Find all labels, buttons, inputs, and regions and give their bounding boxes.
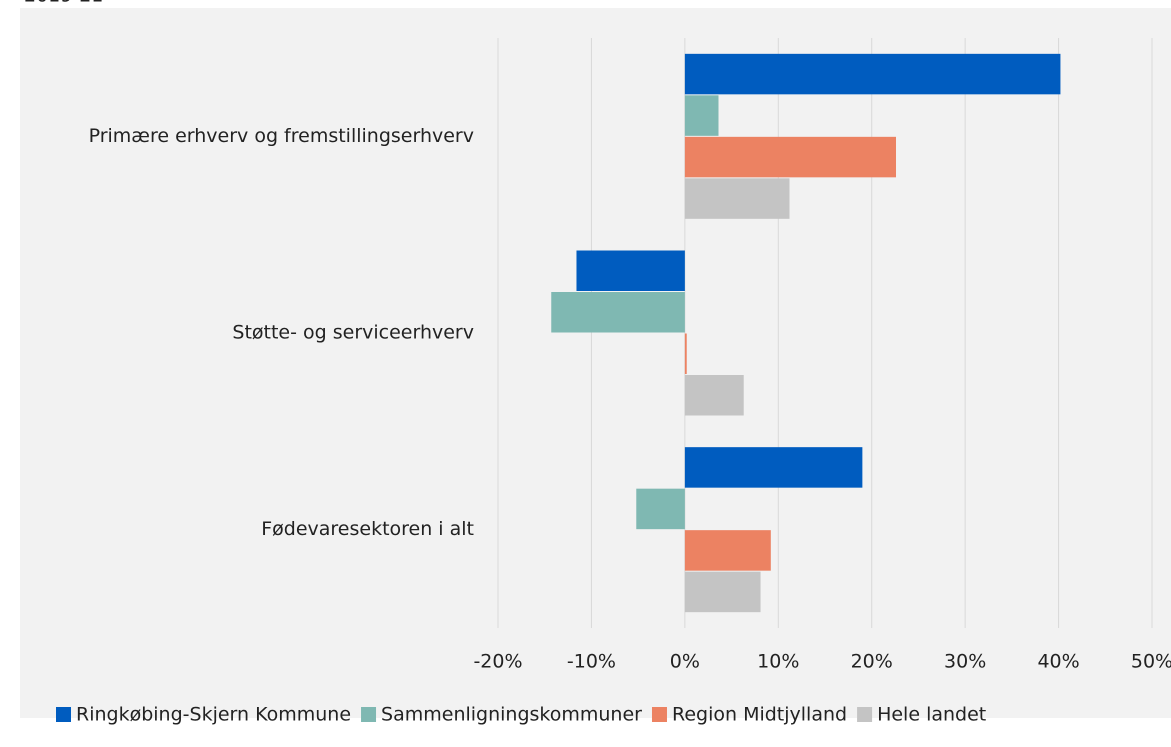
- bar: [684, 333, 687, 374]
- legend-swatch: [651, 707, 667, 722]
- bar: [684, 571, 761, 613]
- x-tick-label: 20%: [851, 651, 893, 673]
- legend-swatch: [361, 707, 377, 722]
- x-tick-label: -10%: [567, 651, 616, 673]
- chart-title: 2019-21: [24, 0, 103, 7]
- y-tick-label: Fødevaresektoren i alt: [261, 518, 474, 540]
- bar: [684, 53, 1061, 95]
- legend-swatch: [857, 707, 873, 722]
- bar: [684, 530, 771, 571]
- y-tick-label: Støtte- og serviceerhverv: [232, 322, 474, 344]
- bar: [684, 375, 744, 416]
- bar: [576, 250, 685, 291]
- x-tick-label: 0%: [670, 651, 700, 673]
- bar: [551, 292, 685, 333]
- chart-background: [20, 8, 1171, 718]
- legend-label: Ringkøbing-Skjern Kommune: [76, 704, 351, 726]
- x-tick-label: -20%: [473, 651, 522, 673]
- legend-swatch: [56, 707, 71, 722]
- legend-label: Sammenligningskommuner: [381, 704, 642, 726]
- x-tick-label: 40%: [1037, 651, 1079, 673]
- bar: [684, 447, 863, 488]
- legend-label: Region Midtjylland: [672, 704, 847, 726]
- y-tick-label: Primære erhverv og fremstillingserhverv: [89, 125, 474, 147]
- x-tick-label: 50%: [1131, 651, 1171, 673]
- bar: [684, 136, 897, 178]
- bar: [684, 178, 790, 219]
- legend-label: Hele landet: [877, 704, 986, 726]
- bar: [636, 488, 685, 530]
- x-tick-label: 30%: [944, 651, 986, 673]
- bar: [684, 95, 719, 136]
- x-tick-label: 10%: [757, 651, 799, 673]
